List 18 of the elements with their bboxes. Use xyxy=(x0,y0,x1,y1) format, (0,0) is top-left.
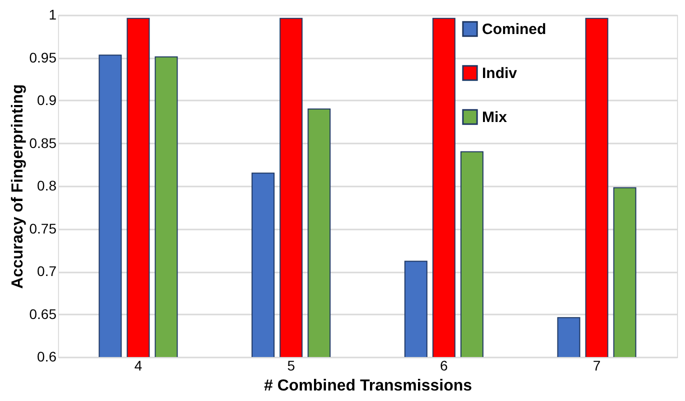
y-tick-label: 0.85 xyxy=(29,134,57,151)
y-tick-label: 0.7 xyxy=(37,263,57,279)
y-tick-label: 0.6 xyxy=(37,348,57,364)
x-tick-label: 6 xyxy=(440,358,448,374)
x-axis-title: # Combined Transmissions xyxy=(264,378,472,394)
x-tick-label: 5 xyxy=(287,358,296,374)
y-tick-label: 0.75 xyxy=(29,220,57,236)
y-tick-label: 0.9 xyxy=(37,92,57,108)
x-tick-label: 7 xyxy=(592,358,601,374)
legend-label: Mix xyxy=(482,109,508,126)
y-tick-label: 1 xyxy=(48,6,57,22)
legend-label: Indiv xyxy=(482,65,518,82)
x-tick-label: 4 xyxy=(134,358,142,374)
y-axis-title: Accuracy of Fingerprinting xyxy=(9,84,26,289)
y-tick-label: 0.95 xyxy=(29,49,57,66)
legend-label: Comined xyxy=(482,21,546,38)
y-tick-label: 0.65 xyxy=(29,306,57,322)
y-tick-label: 0.8 xyxy=(37,178,57,194)
